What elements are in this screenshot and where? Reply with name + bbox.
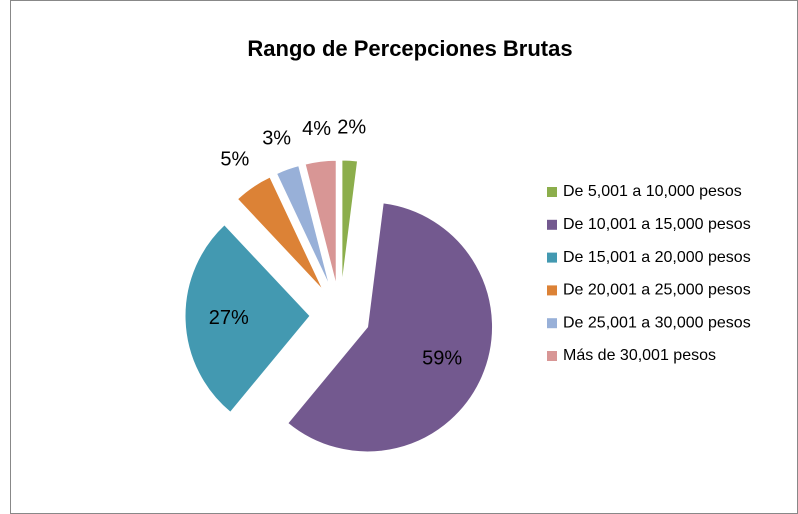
legend-label: De 25,001 a 30,000 pesos	[563, 314, 751, 331]
legend-label: De 20,001 a 25,000 pesos	[563, 282, 751, 299]
pie-slice	[341, 159, 359, 286]
legend-swatch	[547, 219, 557, 230]
legend-swatch	[547, 285, 557, 296]
data-label: 27%	[209, 307, 249, 329]
data-label: 5%	[220, 149, 249, 171]
pie-slice	[184, 224, 311, 413]
legend-swatch	[547, 351, 557, 361]
legend-label: De 10,001 a 15,000 pesos	[563, 216, 751, 233]
data-label: 3%	[262, 127, 291, 149]
pie-slice	[275, 165, 331, 287]
chart-title: Rango de Percepciones Brutas	[247, 36, 572, 61]
data-label: 2%	[337, 117, 366, 139]
legend-label: Más de 30,001 pesos	[563, 347, 716, 364]
legend-label: De 15,001 a 20,000 pesos	[563, 249, 751, 266]
legend-swatch	[547, 187, 557, 197]
data-label: 4%	[302, 118, 331, 140]
data-label: 59%	[422, 347, 462, 369]
pie-slice	[236, 176, 324, 291]
legend-swatch	[547, 318, 557, 329]
pie-slice	[287, 202, 493, 453]
pie-slice	[304, 159, 337, 286]
legend-label: De 5,001 a 10,000 pesos	[563, 183, 742, 200]
legend-swatch	[547, 252, 557, 263]
